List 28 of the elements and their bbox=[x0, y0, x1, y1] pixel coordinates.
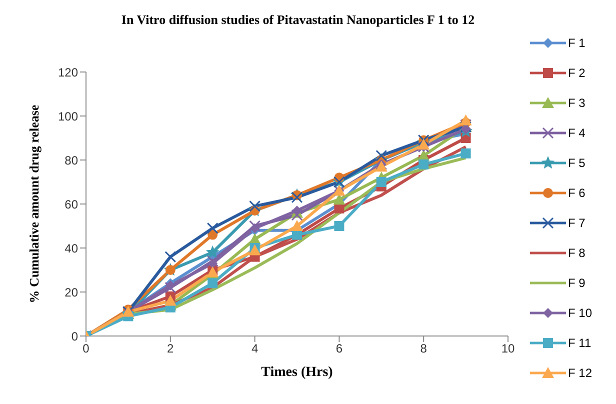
y-tick-label: 60 bbox=[64, 197, 78, 212]
legend-label: F 11 bbox=[568, 336, 592, 350]
legend-label: F 7 bbox=[568, 216, 586, 230]
y-tick-label: 20 bbox=[64, 285, 78, 300]
x-tick-label: 4 bbox=[251, 342, 258, 356]
x-tick-label: 6 bbox=[336, 342, 343, 356]
y-tick-label: 100 bbox=[58, 109, 78, 124]
legend-label: F 9 bbox=[568, 276, 586, 290]
chart-title: In Vitro diffusion studies of Pitavastatin Nanoparticles F 1 to 12 bbox=[120, 12, 476, 28]
x-tick-label: 0 bbox=[82, 342, 90, 356]
y-axis-title: % Cumulative amount drug release bbox=[26, 104, 42, 304]
legend-label: F 5 bbox=[568, 156, 586, 170]
legend-label: F 2 bbox=[568, 66, 586, 80]
legend-label: F 3 bbox=[568, 96, 586, 110]
y-tick-label: 80 bbox=[64, 153, 78, 168]
y-tick-label: 40 bbox=[64, 241, 78, 256]
x-tick-label: 8 bbox=[420, 342, 428, 356]
legend-label: F 10 bbox=[568, 306, 592, 320]
legend-label: F 12 bbox=[568, 366, 592, 380]
y-tick-label: 0 bbox=[71, 329, 78, 344]
x-tick-label: 2 bbox=[167, 342, 174, 356]
legend-label: F 1 bbox=[568, 36, 586, 50]
legend-label: F 4 bbox=[568, 126, 586, 140]
x-axis-title: Times (Hrs) bbox=[261, 365, 334, 380]
legend-label: F 8 bbox=[568, 246, 586, 260]
legend-label: F 6 bbox=[568, 186, 586, 200]
y-tick-label: 120 bbox=[58, 65, 78, 80]
x-tick-label: 10 bbox=[501, 342, 515, 356]
